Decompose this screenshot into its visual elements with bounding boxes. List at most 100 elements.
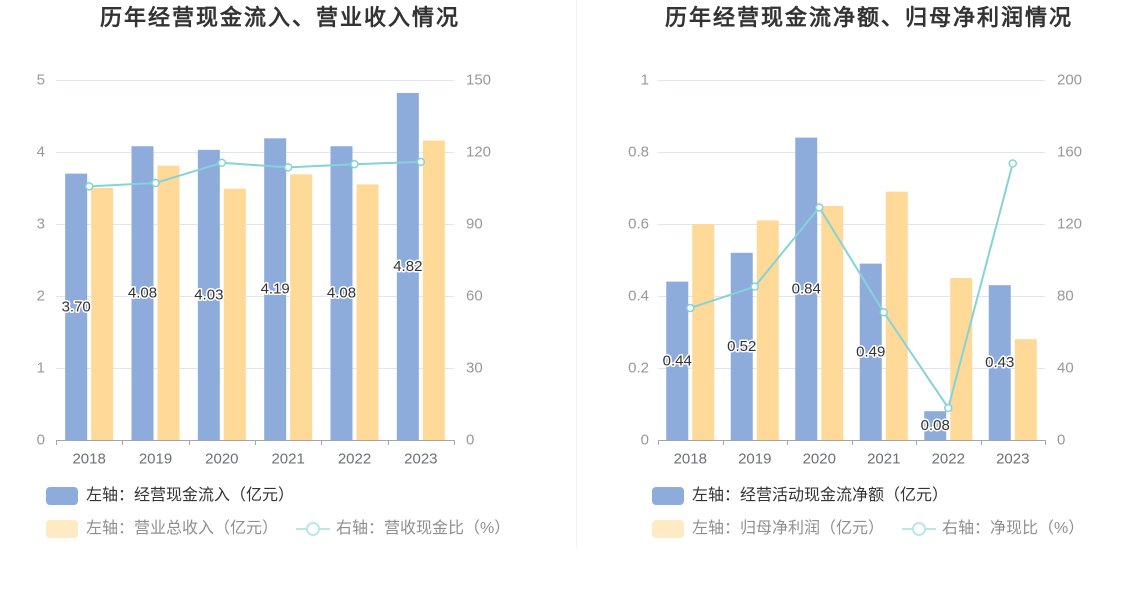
data-label: 4.03 [194, 286, 223, 303]
chart-title-cash-inflow-revenue: 历年经营现金流入、营业收入情况 [99, 5, 460, 30]
net-profit-bar-2019 [756, 220, 779, 440]
total-revenue-bar-2018 [91, 188, 114, 440]
data-label: 4.19 [261, 281, 290, 298]
x-axis-label: 2020 [803, 451, 836, 468]
net-cash-ratio-point-2022 [944, 403, 953, 413]
x-axis-label: 2022 [932, 451, 965, 468]
left-axis-tick-label: 1 [641, 72, 649, 89]
net-profit-bar-2023 [1014, 339, 1037, 440]
revenue-cash-ratio-point-2021 [283, 163, 293, 172]
x-axis-label: 2019 [738, 451, 771, 468]
legend-item-total-revenue[interactable]: 左轴：营业总收入（亿元） [46, 519, 278, 539]
cash-inflow-bar-2020 [197, 149, 220, 440]
legend-item-net-cash-ratio[interactable]: 右轴：净现比（%） [902, 519, 1084, 539]
left-axis-tick-label: 1 [37, 360, 45, 377]
net-cash-ratio-line [689, 163, 1014, 409]
right-axis-tick-label: 150 [466, 72, 491, 89]
right-axis-tick-label: 80 [1057, 288, 1074, 305]
cash-inflow-bar-2023 [396, 92, 419, 441]
data-label: 4.08 [128, 285, 157, 302]
x-axis-label: 2018 [72, 451, 105, 468]
right-axis-tick-label: 60 [466, 288, 483, 305]
legend-item-net-operating-cash-flow[interactable]: 左轴：经营活动现金流净额（亿元） [652, 486, 948, 506]
revenue-cash-ratio-point-2019 [151, 178, 160, 188]
right-axis-tick-label: 90 [466, 216, 483, 233]
net-profit-bar-2018 [692, 224, 715, 440]
right-axis-tick-label: 200 [1057, 72, 1082, 89]
x-axis-label: 2018 [674, 451, 707, 468]
legend-circle-marker [912, 522, 926, 536]
legend-swatch-cash-inflow [46, 487, 78, 505]
data-label: 3.70 [62, 298, 91, 315]
legend-circle-marker [306, 522, 320, 536]
data-label: 0.43 [985, 354, 1014, 371]
legend-label-revenue-cash-ratio: 右轴：营收现金比（%） [336, 520, 511, 537]
data-label: 4.08 [327, 285, 356, 302]
legend-swatch-total-revenue [46, 520, 78, 538]
net-operating-cash-flow-bar-2019 [730, 252, 753, 440]
right-axis-tick-label: 0 [1057, 432, 1065, 449]
legend-label-net-profit: 左轴：归母净利润（亿元） [692, 520, 885, 537]
net-operating-cash-flow-bar-2023 [988, 285, 1011, 440]
legend-label-total-revenue: 左轴：营业总收入（亿元） [86, 520, 279, 537]
net-operating-cash-flow-bar-2020 [795, 137, 818, 440]
cash-inflow-bar-2021 [264, 138, 287, 440]
legend-item-net-profit[interactable]: 左轴：归母净利润（亿元） [652, 519, 884, 539]
legend-item-cash-inflow[interactable]: 左轴：经营现金流入（亿元） [46, 486, 294, 506]
left-axis-tick-label: 0.2 [628, 360, 649, 377]
right-axis-tick-label: 0 [466, 432, 474, 449]
revenue-cash-ratio-point-2018 [84, 182, 94, 191]
net-profit-bar-2020 [821, 206, 844, 440]
revenue-cash-ratio-point-2022 [350, 159, 359, 169]
line-marker-icon [296, 520, 330, 538]
net-cash-flow-profit-chart: 0 0.2 0.4 0.6 0.8 1 0 40 80 120 160 200 2018 2019 2020… [628, 72, 1082, 468]
right-axis-tick-label: 120 [1057, 216, 1082, 233]
data-label: 4.82 [393, 258, 422, 275]
data-label: 0.08 [921, 417, 950, 434]
x-axis-label: 2022 [338, 451, 371, 468]
net-cash-ratio-point-2023 [1008, 159, 1017, 168]
left-axis-tick-label: 0.8 [628, 144, 649, 161]
x-axis-label: 2023 [404, 451, 437, 468]
panel-divider [576, 0, 577, 548]
data-label: 0.84 [792, 280, 821, 297]
right-axis-tick-label: 160 [1057, 144, 1082, 161]
cash-inflow-bar-2019 [131, 146, 154, 441]
data-label: 0.49 [856, 343, 885, 360]
net-operating-cash-flow-bar-2018 [666, 281, 689, 440]
x-axis-label: 2019 [139, 451, 172, 468]
net-operating-cash-flow-bar-2021 [859, 263, 882, 440]
total-revenue-bar-2023 [422, 140, 445, 441]
data-label: 0.44 [663, 352, 692, 369]
legend-swatch-net-operating-cash-flow [652, 487, 684, 505]
cash-inflow-bar-2022 [330, 146, 353, 441]
total-revenue-bar-2019 [157, 165, 180, 440]
line-marker-icon [902, 520, 936, 538]
x-axis-label: 2021 [271, 451, 304, 468]
net-profit-bar-2021 [885, 191, 908, 440]
revenue-cash-ratio-point-2023 [416, 157, 426, 167]
net-cash-ratio-point-2019 [750, 282, 759, 291]
left-axis-tick-label: 0.4 [628, 288, 649, 305]
legend-label-net-cash-ratio: 右轴：净现比（%） [942, 520, 1085, 537]
net-cash-ratio-point-2020 [815, 203, 824, 212]
left-axis-tick-label: 4 [37, 144, 45, 161]
x-axis-label: 2021 [867, 451, 900, 468]
net-cash-ratio-point-2021 [879, 307, 888, 317]
left-axis-tick-label: 2 [37, 288, 45, 305]
right-axis-tick-label: 120 [466, 144, 491, 161]
left-axis-tick-label: 3 [37, 216, 45, 233]
total-revenue-bar-2020 [223, 188, 246, 440]
right-axis-tick-label: 30 [466, 360, 483, 377]
left-axis-tick-label: 5 [37, 72, 45, 89]
left-axis-tick-label: 0 [641, 432, 649, 449]
net-cash-ratio-point-2018 [686, 303, 695, 313]
total-revenue-bar-2022 [356, 184, 379, 440]
cash-inflow-revenue-chart: 0 1 2 3 4 5 0 30 60 90 120 150 2018 2019 2020 2021 2022 2… [37, 72, 491, 468]
legend-label-cash-inflow: 左轴：经营现金流入（亿元） [86, 487, 295, 504]
x-axis-label: 2023 [996, 451, 1029, 468]
legend-item-revenue-cash-ratio[interactable]: 右轴：营收现金比（%） [296, 519, 510, 539]
chart-title-net-cash-flow-profit: 历年经营现金流净额、归母净利润情况 [664, 5, 1073, 30]
legend-label-net-operating-cash-flow: 左轴：经营活动现金流净额（亿元） [692, 487, 949, 504]
